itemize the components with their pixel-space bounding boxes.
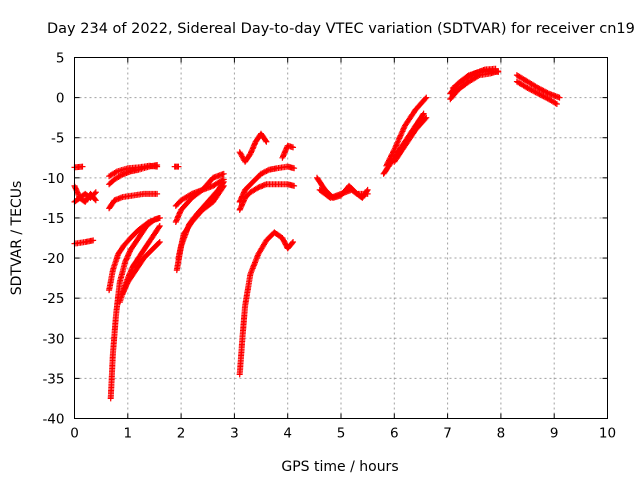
series-markers [513, 78, 560, 108]
series-markers [236, 181, 298, 213]
series-arc-21 [279, 142, 297, 161]
series-arc-18 [236, 181, 298, 213]
series-arc-07 [106, 190, 161, 212]
series-markers [236, 130, 270, 165]
x-tick-label: 10 [599, 426, 616, 442]
series-markers [383, 94, 430, 169]
series-arc-23 [316, 186, 371, 201]
x-tick-label: 6 [390, 426, 399, 442]
y-tick-label: -35 [42, 371, 64, 387]
x-tick-label: 5 [337, 426, 346, 442]
series-markers [236, 163, 298, 205]
series-arc-12 [171, 163, 182, 170]
series-markers [119, 239, 163, 298]
y-tick-label: -10 [42, 171, 64, 187]
series-markers [449, 65, 499, 91]
series-markers [106, 214, 163, 294]
grid-lines [74, 57, 608, 419]
series-arc-26 [391, 114, 430, 165]
series-arc-17 [236, 229, 297, 378]
series-markers [513, 72, 563, 101]
series-arc-28 [447, 68, 502, 103]
series-arc-14 [172, 176, 227, 225]
series-markers [175, 182, 227, 262]
series-markers [71, 237, 97, 247]
series-arc-08 [107, 214, 163, 402]
x-tick-label: 8 [497, 426, 506, 442]
chart-title: Day 234 of 2022, Sidereal Day-to-day VTE… [47, 21, 635, 37]
series-markers [172, 176, 227, 225]
x-tick-label: 0 [70, 426, 79, 442]
x-tick-label: 9 [550, 426, 559, 442]
x-tick-label: 3 [230, 426, 239, 442]
series-arc-04 [71, 237, 97, 247]
x-tick-label: 4 [283, 426, 292, 442]
series-markers [447, 68, 502, 103]
series-markers [279, 142, 297, 161]
series-markers [71, 163, 86, 171]
series-arc-19 [236, 163, 298, 205]
y-axis-label: SDTVAR / TECUs [9, 181, 25, 296]
series-markers [106, 190, 161, 212]
y-tick-label: -25 [42, 291, 64, 307]
series-markers [107, 214, 163, 402]
series-arc-09 [106, 214, 163, 294]
series-markers [236, 229, 297, 378]
series-arc-06 [106, 161, 161, 188]
x-tick-label: 2 [177, 426, 186, 442]
series-markers [391, 114, 430, 165]
series-arc-29 [449, 65, 499, 91]
y-tick-label: -5 [51, 131, 64, 147]
x-axis-label: GPS time / hours [281, 459, 398, 475]
series-arc-01 [71, 163, 86, 171]
series-markers [171, 163, 182, 170]
y-tick-label: -20 [42, 251, 64, 267]
series-arc-31 [513, 78, 560, 108]
x-tick-label: 1 [124, 426, 133, 442]
series-arc-20 [236, 130, 270, 165]
series-arc-30 [513, 72, 563, 101]
y-tick-label: 5 [56, 51, 65, 67]
series-arc-25 [383, 94, 430, 169]
y-tick-label: -15 [42, 211, 64, 227]
series-markers [106, 161, 161, 188]
x-tick-label: 7 [443, 426, 452, 442]
y-tick-label: 0 [56, 91, 65, 107]
series-markers [316, 186, 371, 201]
series-arc-11 [119, 239, 163, 298]
y-tick-label: -30 [42, 331, 64, 347]
series-arc-16 [175, 182, 227, 262]
data-series [71, 65, 563, 402]
axis-ticks: 0 1 2 3 4 5 6 7 8 9 10 5 0 -5 -10 -15 -20 -25 -30 -35 -40 [42, 51, 616, 442]
y-tick-label: -40 [42, 412, 64, 428]
